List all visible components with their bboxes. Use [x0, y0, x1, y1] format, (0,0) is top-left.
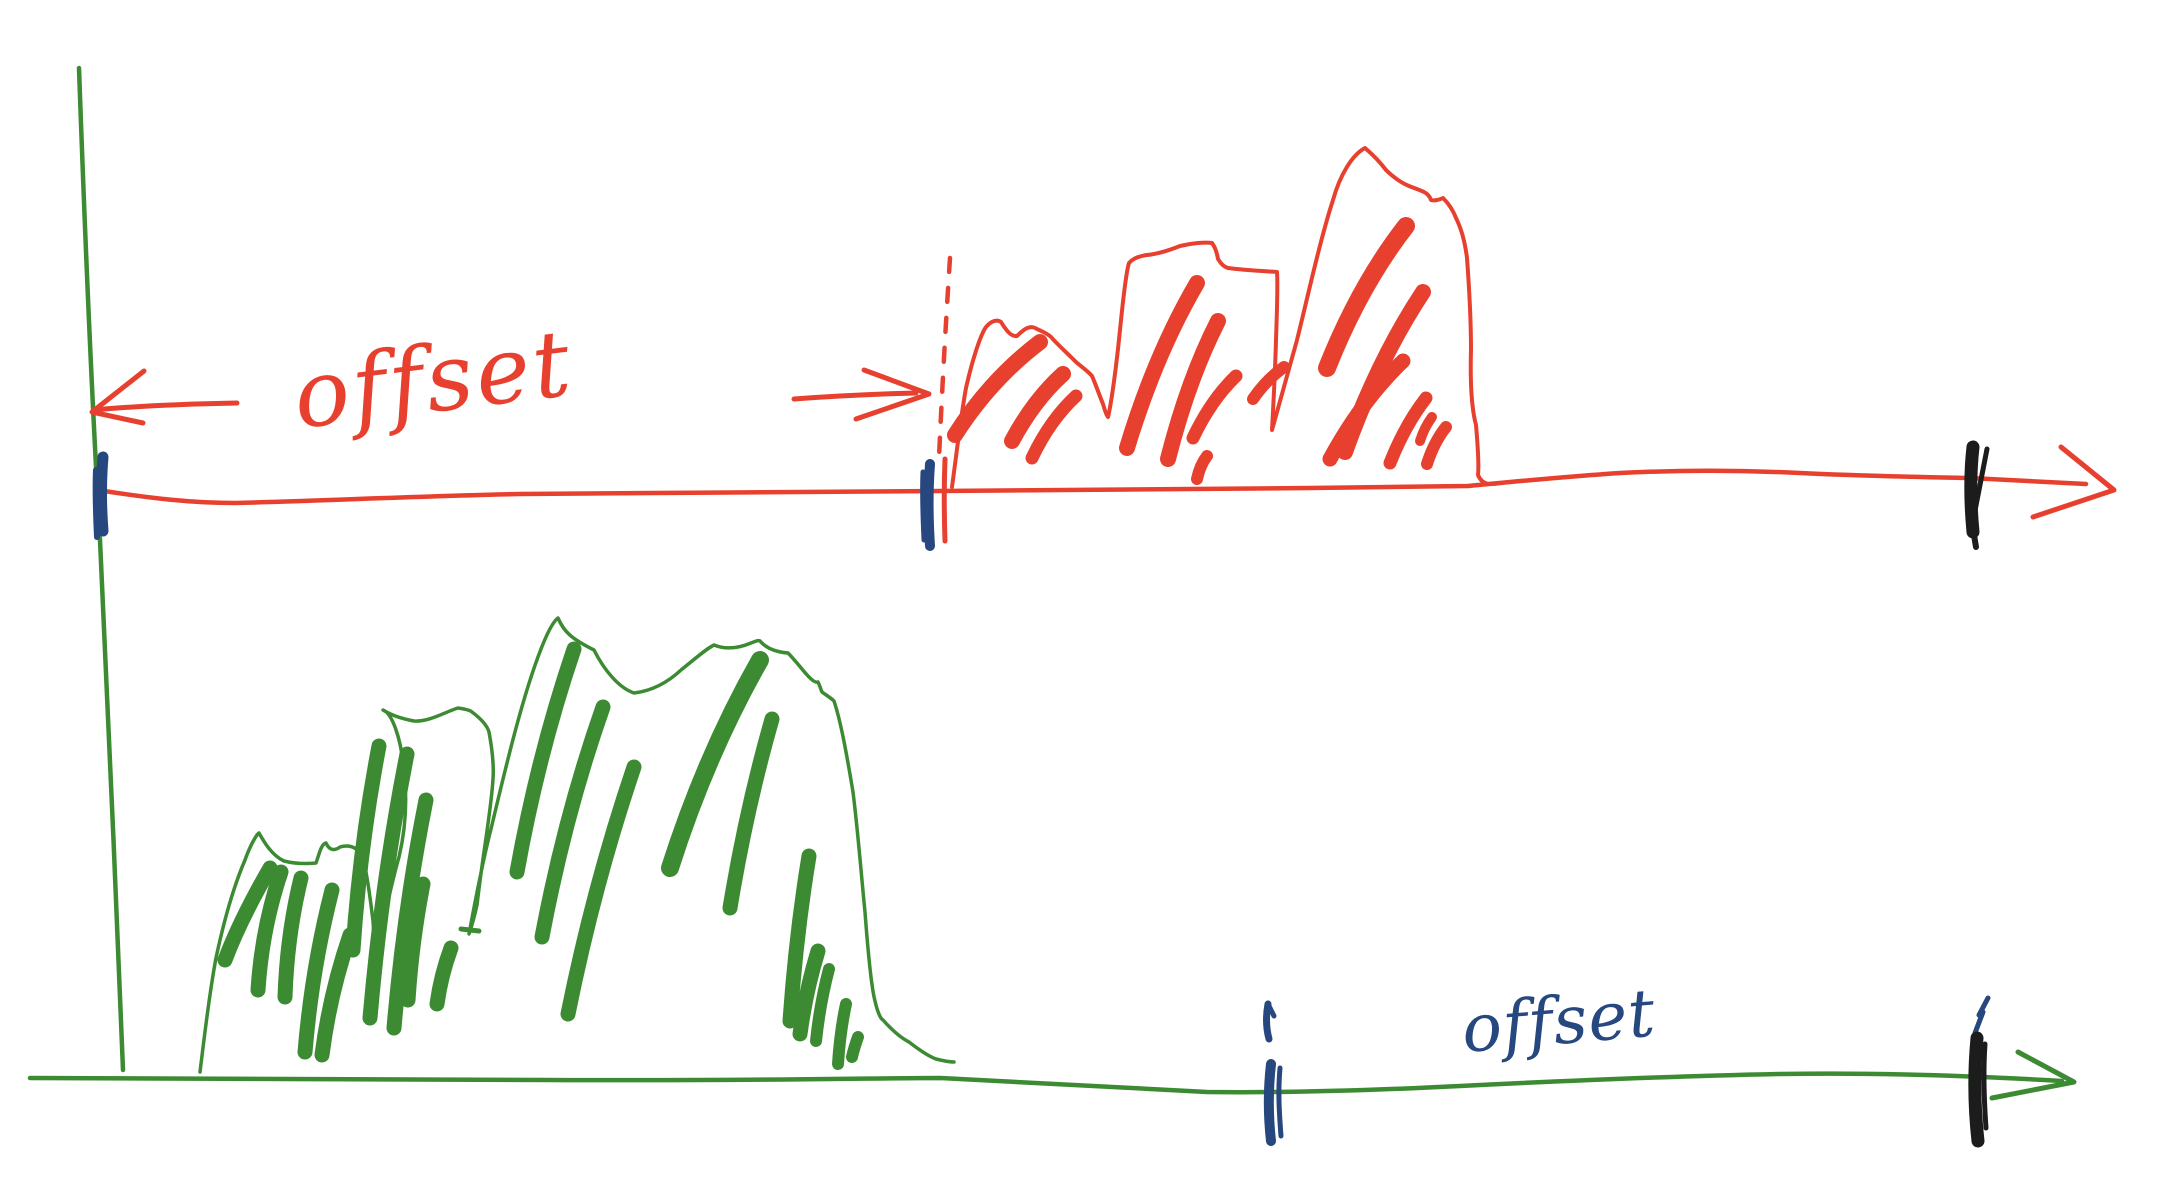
- green-hatch-strokes: [217, 641, 864, 1070]
- hatch-stroke: [297, 882, 340, 1060]
- navy-tick-marks: [92, 451, 1991, 1146]
- red-envelope-outline: [950, 146, 1502, 489]
- offset-right-arrowhead-icon: [853, 367, 932, 422]
- red-signal-envelope: [936, 146, 1502, 544]
- red-offset-label: offset: [288, 309, 579, 449]
- hatch-stroke: [1318, 217, 1415, 377]
- green-axis-origin-tick-2: [92, 467, 100, 540]
- hatch-stroke: [1004, 366, 1071, 449]
- valley-tick: [458, 926, 482, 934]
- hatch-stroke: [400, 876, 431, 1008]
- hatch-stroke: [1415, 412, 1437, 446]
- hatch-stroke: [429, 940, 459, 1012]
- green-baseline: [27, 1071, 2065, 1095]
- offset-left-arrowhead-icon: [89, 368, 147, 426]
- green-signal-envelope: [198, 616, 956, 1074]
- hatch-stroke: [1119, 275, 1205, 456]
- black-end-ticks: [1964, 440, 1990, 1148]
- hatch-stroke: [1186, 369, 1243, 445]
- green-axis-group: [27, 65, 2077, 1101]
- green-envelope-outline: [198, 616, 956, 1074]
- hatch-stroke: [832, 998, 852, 1070]
- blue-offset-label: offset: [1459, 974, 1659, 1068]
- red-timeline-arrowhead-icon: [2030, 444, 2117, 520]
- hatch-stroke: [1383, 391, 1433, 470]
- red-start-tick: [941, 456, 948, 544]
- offset-right-arrow-shaft: [791, 390, 919, 402]
- green-timeline-end-tick: [1968, 1031, 1985, 1148]
- red-offset-label-group: offset: [288, 309, 579, 449]
- offset-left-arrow-shaft: [91, 400, 240, 413]
- hatch-stroke: [810, 963, 835, 1047]
- hatch-stroke: [362, 746, 415, 1026]
- bottom-offset-check-flick: [1265, 1001, 1277, 1019]
- end-check-mark-lower: [1972, 1009, 1986, 1036]
- hatch-stroke: [1247, 361, 1290, 405]
- hatch-stroke: [277, 870, 309, 1005]
- red-timeline-end-tick-tail: [1970, 526, 1979, 550]
- signal-start-dashed-line: [936, 255, 953, 461]
- hatch-stroke: [661, 651, 769, 877]
- green-timeline-arrowhead-icon: [1989, 1049, 2077, 1101]
- blue-offset-label-group: offset: [1459, 974, 1659, 1068]
- hatch-stroke: [782, 848, 817, 1029]
- hatch-dot: [846, 1031, 864, 1063]
- bottom-offset-start-tick: [1263, 1059, 1276, 1146]
- green-timeline-end-tick-2: [1981, 1041, 1989, 1131]
- hatch-stroke: [1322, 353, 1411, 467]
- hatch-stroke: [1025, 389, 1083, 465]
- red-timeline: [101, 468, 2089, 506]
- hatch-stroke: [1421, 421, 1452, 470]
- hatch-stroke: [560, 759, 642, 1022]
- hatch-stroke: [217, 860, 278, 968]
- hatch-dot: [1191, 450, 1213, 485]
- red-timeline-end-tick-slash: [1969, 446, 1990, 529]
- red-signal-start-tick: [923, 459, 935, 551]
- hatch-stroke: [314, 927, 358, 1063]
- hatch-stroke: [722, 711, 780, 916]
- green-axis-origin-tick: [96, 451, 109, 537]
- red-hatch-strokes: [947, 217, 1452, 485]
- hatch-stroke: [1160, 313, 1226, 467]
- bottom-offset-start-tick-2: [1276, 1065, 1284, 1139]
- red-offset-annotation: [89, 367, 932, 426]
- red-timeline-group: [101, 444, 2117, 520]
- hatch-stroke: [345, 738, 387, 958]
- hatch-stroke: [509, 641, 582, 880]
- green-vertical-axis: [76, 65, 126, 1073]
- hatch-stroke: [250, 864, 289, 998]
- hatch-stroke: [792, 943, 826, 1042]
- hatch-stroke: [947, 334, 1048, 443]
- red-signal-start-tick-2: [920, 469, 927, 543]
- hatch-stroke: [534, 699, 611, 945]
- hatch-stroke: [386, 792, 434, 1036]
